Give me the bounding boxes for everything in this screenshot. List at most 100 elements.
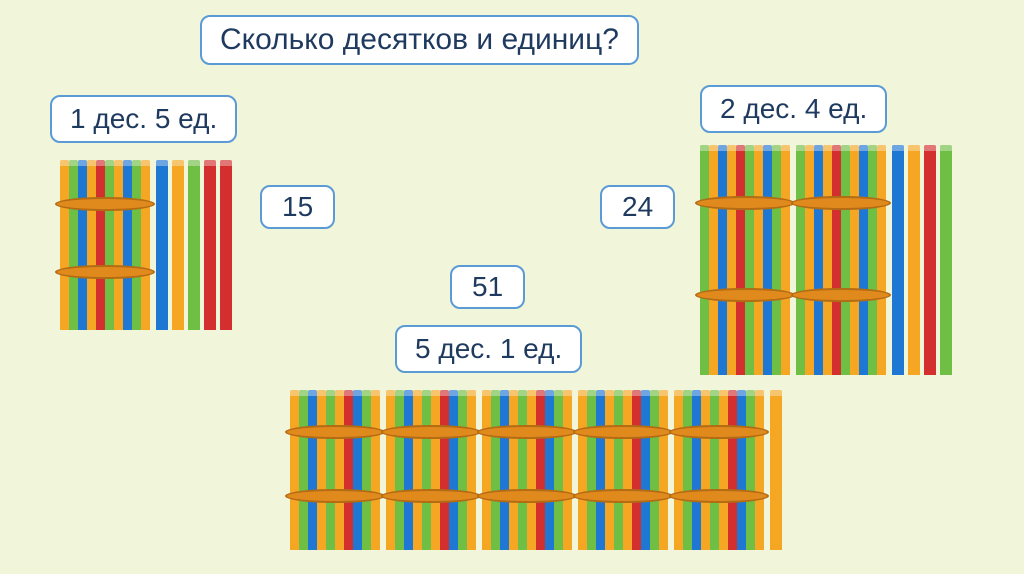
stick: [719, 390, 728, 550]
sticks-group-1: [60, 160, 232, 330]
stick: [482, 390, 491, 550]
stick: [114, 160, 123, 330]
stick: [536, 390, 545, 550]
stick: [641, 390, 650, 550]
stick: [841, 145, 850, 375]
stick: [353, 390, 362, 550]
stick: [805, 145, 814, 375]
stick: [431, 390, 440, 550]
number-label-1: 15: [260, 185, 335, 229]
stick: [188, 160, 200, 330]
stick: [796, 145, 805, 375]
stick: [877, 145, 886, 375]
stick: [659, 390, 668, 550]
stick: [924, 145, 936, 375]
stick: [308, 390, 317, 550]
stick: [727, 145, 736, 375]
stick: [770, 390, 782, 550]
stick: [692, 390, 701, 550]
stick: [563, 390, 572, 550]
stick: [317, 390, 326, 550]
stick: [781, 145, 790, 375]
answer-label-1: 1 дес. 5 ед.: [50, 95, 237, 143]
stick: [832, 145, 841, 375]
stick: [605, 390, 614, 550]
stick: [700, 145, 709, 375]
stick: [596, 390, 605, 550]
stick: [204, 160, 216, 330]
bundle-band: [791, 196, 891, 210]
stick-bundle: [578, 390, 668, 550]
loose-sticks: [892, 145, 952, 375]
stick: [728, 390, 737, 550]
stick: [701, 390, 710, 550]
stick: [614, 390, 623, 550]
stick: [156, 160, 168, 330]
stick: [60, 160, 69, 330]
stick: [755, 390, 764, 550]
stick: [440, 390, 449, 550]
stick: [850, 145, 859, 375]
stick: [123, 160, 132, 330]
stick: [220, 160, 232, 330]
stick: [362, 390, 371, 550]
stick: [105, 160, 114, 330]
stick: [96, 160, 105, 330]
answer-label-2: 2 дес. 4 ед.: [700, 85, 887, 133]
stick: [509, 390, 518, 550]
stick: [754, 145, 763, 375]
bundle-band: [695, 288, 795, 302]
loose-sticks: [156, 160, 232, 330]
stick-bundle: [290, 390, 380, 550]
stick: [814, 145, 823, 375]
stick: [422, 390, 431, 550]
stick: [500, 390, 509, 550]
stick: [823, 145, 832, 375]
stick: [892, 145, 904, 375]
stick: [868, 145, 877, 375]
number-label-2: 24: [600, 185, 675, 229]
stick: [718, 145, 727, 375]
stick: [299, 390, 308, 550]
stick-bundle: [60, 160, 150, 330]
stick: [710, 390, 719, 550]
stick: [623, 390, 632, 550]
stick: [545, 390, 554, 550]
stick: [78, 160, 87, 330]
stick: [736, 145, 745, 375]
stick-bundle: [482, 390, 572, 550]
stick: [172, 160, 184, 330]
stick-bundle: [674, 390, 764, 550]
stick-bundle: [796, 145, 886, 375]
stick: [632, 390, 641, 550]
stick: [578, 390, 587, 550]
stick: [344, 390, 353, 550]
stick: [371, 390, 380, 550]
stick: [491, 390, 500, 550]
stick: [908, 145, 920, 375]
stick: [737, 390, 746, 550]
number-label-3: 51: [450, 265, 525, 309]
stick: [449, 390, 458, 550]
stick: [335, 390, 344, 550]
sticks-group-2: [700, 145, 952, 375]
stick: [87, 160, 96, 330]
stick: [413, 390, 422, 550]
stick: [467, 390, 476, 550]
stick: [859, 145, 868, 375]
stick: [650, 390, 659, 550]
stick: [69, 160, 78, 330]
stick: [554, 390, 563, 550]
stick: [940, 145, 952, 375]
stick: [772, 145, 781, 375]
question-title: Сколько десятков и единиц?: [200, 15, 639, 65]
stick: [746, 390, 755, 550]
loose-sticks: [770, 390, 782, 550]
stick: [587, 390, 596, 550]
stick: [683, 390, 692, 550]
bundle-band: [695, 196, 795, 210]
answer-label-3: 5 дес. 1 ед.: [395, 325, 582, 373]
stick: [404, 390, 413, 550]
stick: [386, 390, 395, 550]
stick: [290, 390, 299, 550]
